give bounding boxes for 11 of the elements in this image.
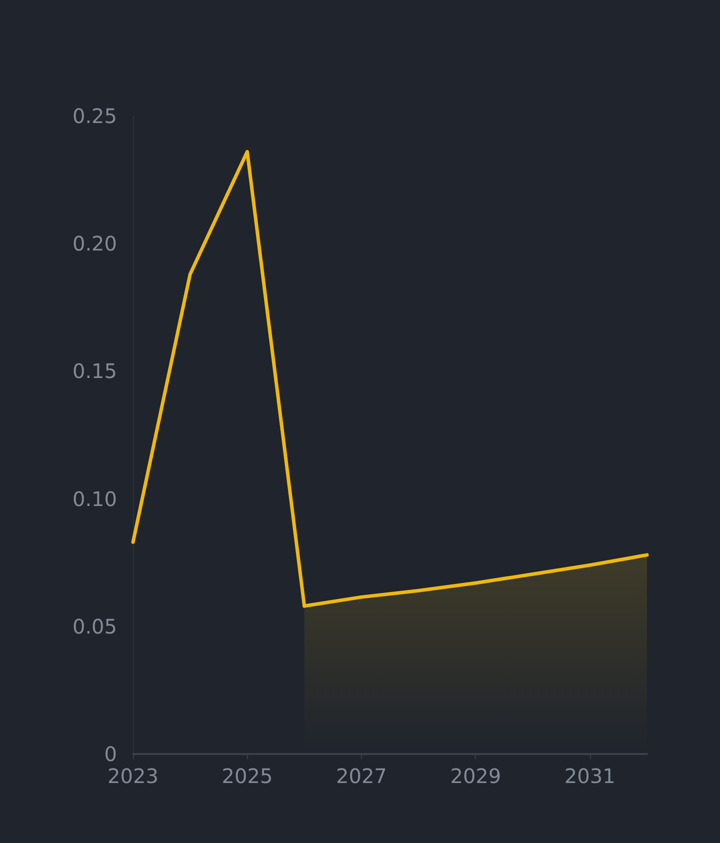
x-tick-label: 2027 (336, 764, 387, 788)
y-tick-label: 0.15 (72, 359, 117, 384)
y-tick-label: 0.05 (72, 614, 117, 638)
x-tick-label: 2029 (450, 764, 502, 788)
y-tick-label: 0 (104, 742, 117, 766)
y-tick-label: 0.20 (72, 232, 117, 256)
x-tick-label: 2025 (222, 764, 273, 788)
y-tick-label: 0.25 (72, 104, 117, 128)
x-tick-label: 2031 (564, 764, 616, 788)
x-tick-label: 2023 (108, 764, 158, 788)
y-tick-label: 0.10 (72, 486, 117, 511)
